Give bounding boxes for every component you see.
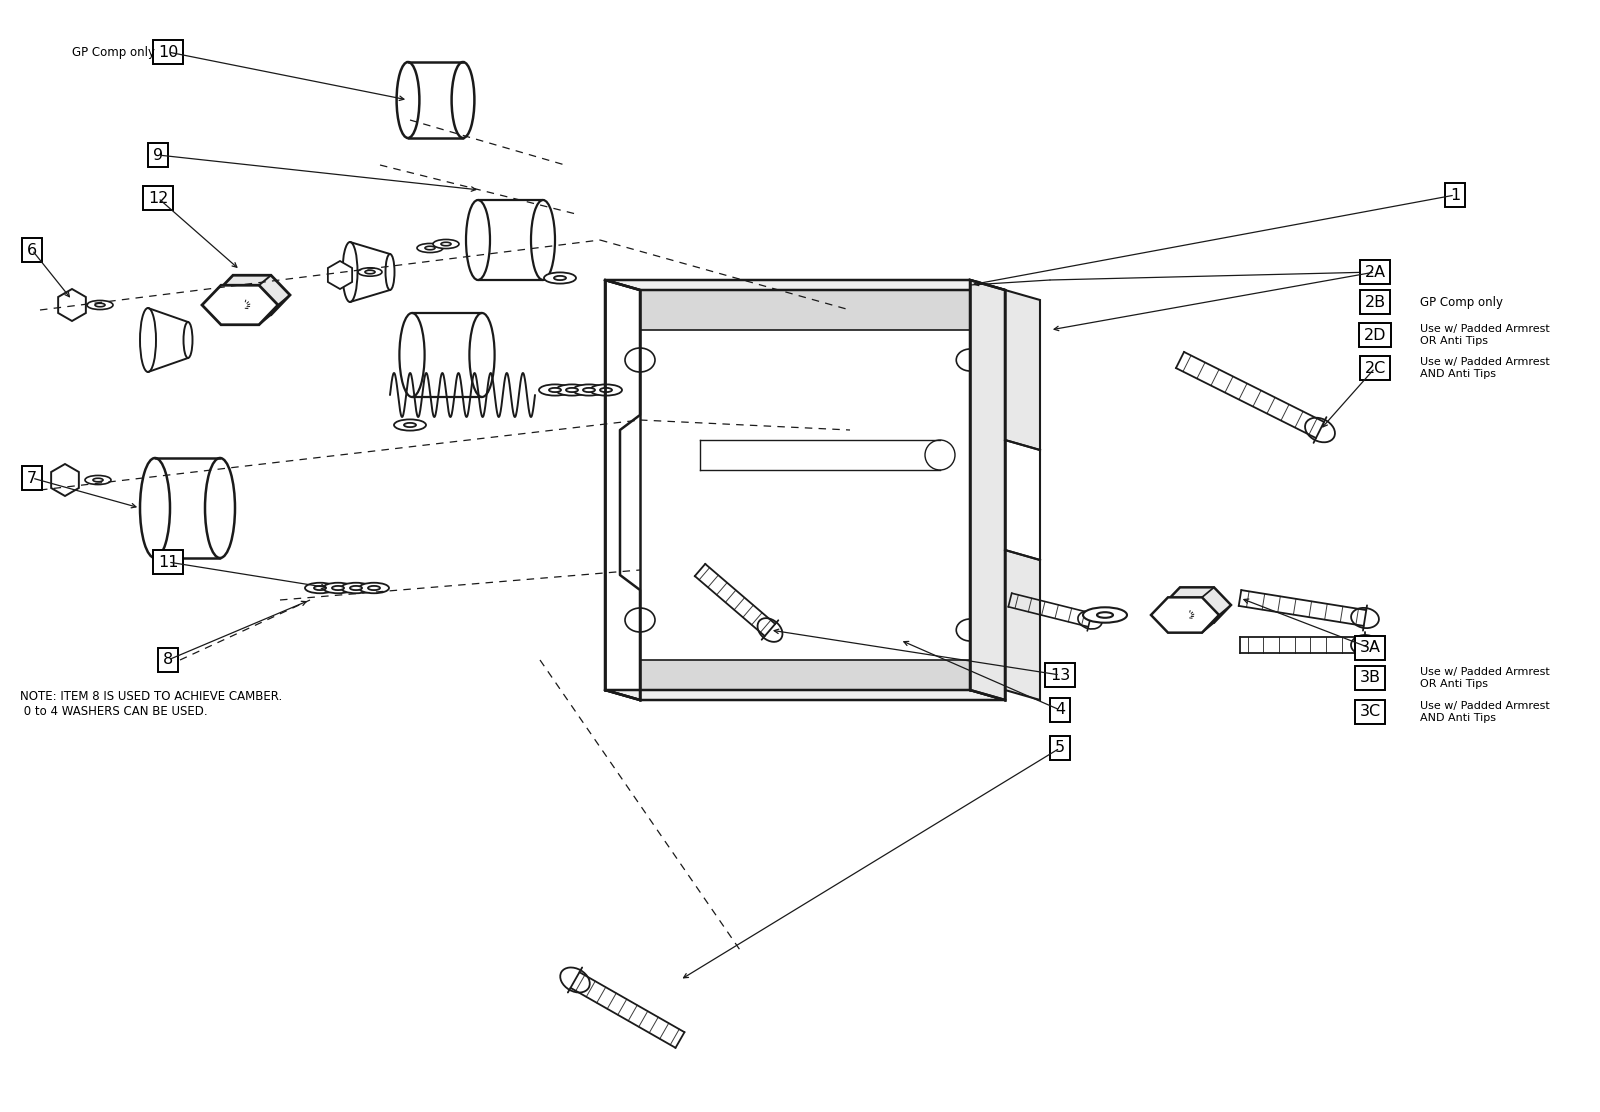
Polygon shape	[970, 280, 1005, 699]
Ellipse shape	[94, 304, 106, 307]
Polygon shape	[605, 280, 1005, 290]
Text: 3C: 3C	[1360, 705, 1381, 719]
Ellipse shape	[93, 478, 102, 481]
Text: 2B: 2B	[1365, 295, 1386, 309]
Polygon shape	[51, 464, 78, 496]
Text: 3B: 3B	[1360, 671, 1381, 685]
Text: 2D: 2D	[1363, 328, 1386, 342]
Polygon shape	[214, 276, 290, 315]
Text: 1: 1	[1450, 188, 1461, 202]
Ellipse shape	[314, 586, 326, 590]
Ellipse shape	[544, 272, 576, 284]
Text: 5: 5	[1054, 741, 1066, 755]
Ellipse shape	[549, 388, 562, 393]
Text: 13: 13	[1050, 667, 1070, 683]
Ellipse shape	[418, 244, 443, 252]
Text: GP Comp only: GP Comp only	[1421, 296, 1502, 308]
Text: Use w/ Padded Armrest
OR Anti Tips: Use w/ Padded Armrest OR Anti Tips	[1421, 667, 1550, 688]
Ellipse shape	[442, 242, 451, 246]
Text: 8: 8	[163, 653, 173, 667]
Text: 7: 7	[27, 470, 37, 486]
Ellipse shape	[590, 385, 622, 396]
Polygon shape	[202, 286, 278, 325]
Text: 12: 12	[147, 190, 168, 206]
Text: 11: 11	[158, 555, 178, 569]
Polygon shape	[328, 261, 352, 289]
Ellipse shape	[86, 300, 114, 309]
Polygon shape	[58, 289, 86, 321]
Text: 9: 9	[154, 148, 163, 162]
Ellipse shape	[358, 268, 382, 276]
Ellipse shape	[323, 583, 354, 593]
Ellipse shape	[573, 385, 605, 396]
Text: 2C: 2C	[1365, 360, 1386, 376]
Ellipse shape	[566, 388, 578, 393]
Text: Use w/ Padded Armrest
AND Anti Tips: Use w/ Padded Armrest AND Anti Tips	[1421, 702, 1550, 723]
Polygon shape	[1005, 290, 1040, 450]
Text: 6: 6	[27, 242, 37, 258]
Ellipse shape	[434, 239, 459, 249]
Ellipse shape	[405, 423, 416, 427]
Ellipse shape	[306, 583, 334, 593]
Ellipse shape	[600, 388, 613, 393]
Ellipse shape	[394, 419, 426, 430]
Ellipse shape	[333, 586, 344, 590]
Ellipse shape	[358, 583, 389, 593]
Ellipse shape	[1083, 607, 1126, 623]
Polygon shape	[1005, 550, 1040, 699]
Ellipse shape	[350, 586, 362, 590]
Text: 10: 10	[158, 44, 178, 60]
Text: 3A: 3A	[1360, 641, 1381, 655]
Ellipse shape	[341, 583, 371, 593]
Ellipse shape	[582, 388, 595, 393]
Ellipse shape	[368, 586, 381, 590]
Polygon shape	[1163, 587, 1230, 623]
Polygon shape	[605, 691, 1005, 699]
Text: GP Comp only: GP Comp only	[72, 46, 155, 59]
Ellipse shape	[365, 270, 374, 274]
Ellipse shape	[554, 276, 566, 280]
Polygon shape	[640, 290, 970, 330]
Ellipse shape	[85, 476, 110, 485]
Ellipse shape	[557, 385, 589, 396]
Text: NOTE: ITEM 8 IS USED TO ACHIEVE CAMBER.
 0 to 4 WASHERS CAN BE USED.: NOTE: ITEM 8 IS USED TO ACHIEVE CAMBER. …	[21, 691, 282, 718]
Polygon shape	[1150, 597, 1219, 633]
Ellipse shape	[426, 246, 435, 250]
Text: Use w/ Padded Armrest
AND Anti Tips: Use w/ Padded Armrest AND Anti Tips	[1421, 357, 1550, 379]
Polygon shape	[640, 661, 970, 699]
Text: 2A: 2A	[1365, 265, 1386, 279]
Ellipse shape	[539, 385, 571, 396]
Ellipse shape	[1098, 613, 1114, 618]
Text: Use w/ Padded Armrest
OR Anti Tips: Use w/ Padded Armrest OR Anti Tips	[1421, 325, 1550, 346]
Text: 4: 4	[1054, 703, 1066, 717]
